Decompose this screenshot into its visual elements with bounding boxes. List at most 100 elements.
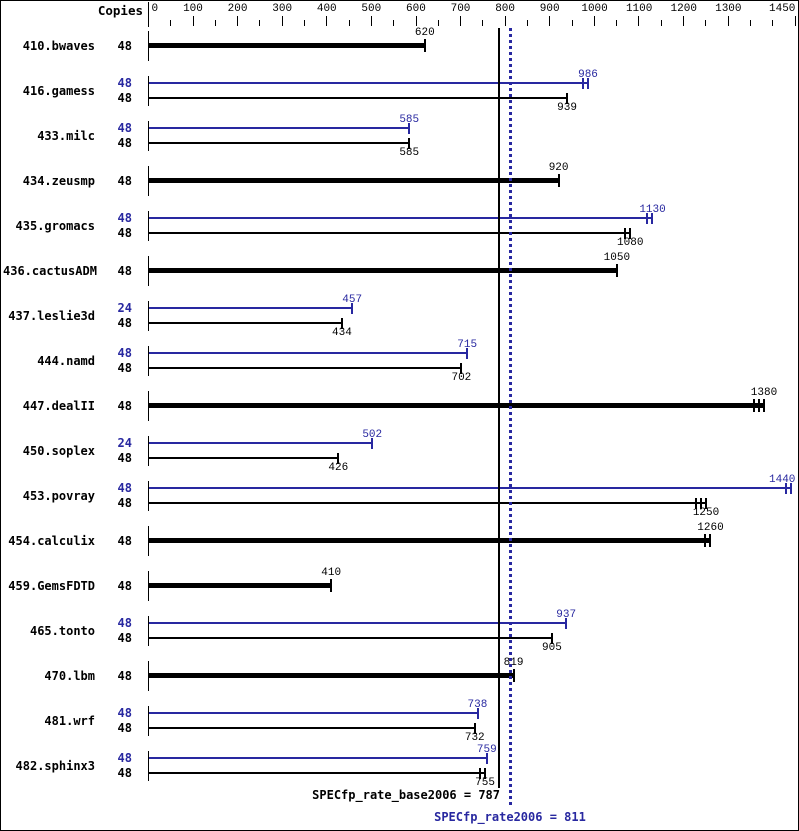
axis-tick	[749, 20, 751, 26]
axis-tick-label: 1300	[715, 3, 742, 15]
copies-value: 48	[117, 38, 132, 53]
copies-value: 48	[117, 616, 132, 630]
bar-end-cap	[557, 174, 560, 187]
bar-end-cap	[341, 317, 343, 329]
benchmark-name: 481.wrf	[44, 713, 95, 728]
base-bar	[149, 43, 425, 48]
base-bar	[149, 178, 559, 183]
copies-value: 48	[117, 263, 132, 278]
bar-end-cap	[752, 399, 755, 412]
peak-bar	[149, 352, 468, 354]
bar-value-label: 620	[414, 26, 435, 39]
axis-tick	[794, 16, 796, 26]
bar-end-cap	[408, 137, 411, 149]
benchmark-name: 450.soplex	[22, 443, 95, 458]
row-axis-segment	[148, 660, 149, 691]
peak-bar	[149, 307, 353, 309]
bar-end-cap	[582, 77, 585, 89]
bar-value-label: 502	[362, 428, 383, 441]
base-bar	[149, 232, 631, 234]
axis-tick	[281, 16, 283, 26]
benchmark-name: 436.cactusADM	[3, 263, 97, 278]
copies-value: 48	[117, 211, 132, 225]
benchmark-name: 482.sphinx3	[15, 758, 95, 773]
copies-value: 48	[117, 706, 132, 720]
base-bar	[149, 367, 462, 369]
axis-tick-label: 200	[227, 3, 248, 15]
bar-end-cap	[485, 752, 488, 764]
bar-end-cap	[757, 399, 760, 412]
bar-end-cap	[566, 92, 569, 104]
bar-end-cap	[423, 39, 426, 52]
bar-end-cap	[784, 482, 787, 494]
axis-tick	[326, 16, 328, 26]
copies-value: 48	[117, 668, 132, 683]
bar-value-label: 732	[464, 731, 485, 744]
benchmark-name: 435.gromacs	[15, 218, 95, 233]
copies-value: 24	[117, 436, 132, 450]
copies-value: 48	[117, 121, 132, 135]
axis-tick	[348, 20, 350, 26]
copies-column-header: Copies	[97, 3, 143, 18]
axis-tick	[616, 20, 618, 26]
base-bar	[149, 502, 706, 504]
axis-tick	[437, 20, 439, 26]
copies-value: 48	[117, 226, 132, 240]
base-bar	[149, 142, 410, 144]
bar-end-cap	[629, 227, 632, 239]
bar-value-label: 457	[342, 293, 363, 306]
axis-tick	[772, 20, 774, 26]
axis-tick	[549, 16, 551, 26]
axis-tick	[660, 20, 662, 26]
axis-tick	[214, 20, 216, 26]
row-axis-segment	[148, 120, 149, 151]
bar-value-label: 434	[332, 326, 352, 339]
benchmark-name: 416.gamess	[22, 83, 95, 98]
bar-value-label: 937	[556, 608, 577, 621]
axis-tick	[504, 16, 506, 26]
row-axis-segment	[148, 525, 149, 556]
copies-value: 48	[117, 91, 132, 105]
peak-bar	[149, 217, 653, 219]
copies-value: 48	[117, 76, 132, 90]
bar-value-label: 410	[321, 566, 342, 579]
peak-bar	[149, 442, 373, 444]
row-axis-segment	[148, 345, 149, 376]
row-axis-segment	[148, 30, 149, 61]
bar-end-cap	[512, 669, 515, 682]
axis-tick	[192, 16, 194, 26]
axis-tick-label: 1450	[769, 3, 796, 15]
bar-end-cap	[330, 579, 333, 592]
bar-end-cap	[651, 212, 654, 224]
bar-end-cap	[624, 227, 627, 239]
axis-tick	[259, 20, 261, 26]
copies-value: 48	[117, 751, 132, 765]
axis-tick-label: 800	[495, 3, 515, 15]
benchmark-name: 447.dealII	[22, 398, 95, 413]
benchmark-name: 465.tonto	[29, 623, 95, 638]
axis-origin-line	[148, 2, 149, 27]
row-axis-segment	[148, 750, 149, 781]
bar-end-cap	[479, 767, 482, 779]
axis-tick-label: 1000	[581, 3, 608, 15]
row-axis-segment	[148, 705, 149, 736]
axis-tick-label: 300	[272, 3, 293, 15]
row-axis-segment	[148, 435, 149, 466]
base-reference-line	[498, 28, 501, 788]
axis-tick-label: 1200	[670, 3, 697, 15]
row-axis-segment	[148, 255, 149, 286]
bar-value-label: 715	[457, 338, 478, 351]
base-bar	[149, 268, 617, 273]
copies-value: 48	[117, 533, 132, 548]
benchmark-name: 434.zeusmp	[22, 173, 95, 188]
axis-tick	[393, 20, 395, 26]
peak-bar	[149, 82, 589, 84]
base-bar	[149, 772, 486, 774]
base-bar	[149, 97, 568, 99]
bar-value-label: 939	[557, 101, 577, 114]
benchmark-name: 433.milc	[37, 128, 95, 143]
base-bar	[149, 727, 475, 729]
bar-value-label: 738	[467, 698, 488, 711]
bar-end-cap	[704, 497, 707, 509]
